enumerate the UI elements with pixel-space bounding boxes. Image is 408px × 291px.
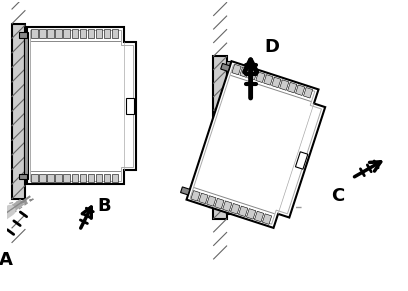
Polygon shape bbox=[88, 29, 94, 38]
Polygon shape bbox=[231, 203, 240, 214]
Text: A: A bbox=[0, 251, 13, 269]
Polygon shape bbox=[64, 29, 70, 38]
Polygon shape bbox=[47, 173, 54, 182]
Polygon shape bbox=[71, 29, 78, 38]
Polygon shape bbox=[126, 98, 133, 113]
Polygon shape bbox=[80, 29, 86, 38]
Text: B: B bbox=[97, 197, 111, 215]
Polygon shape bbox=[295, 85, 305, 95]
Bar bbox=[226, 61, 230, 214]
Polygon shape bbox=[104, 173, 110, 182]
Polygon shape bbox=[262, 214, 272, 224]
Text: C: C bbox=[330, 187, 344, 205]
Polygon shape bbox=[199, 193, 208, 204]
Polygon shape bbox=[112, 29, 118, 38]
Text: D: D bbox=[265, 38, 280, 56]
Polygon shape bbox=[304, 88, 313, 98]
Polygon shape bbox=[272, 77, 281, 88]
Polygon shape bbox=[221, 63, 230, 72]
Polygon shape bbox=[190, 65, 322, 224]
Polygon shape bbox=[255, 211, 264, 222]
Polygon shape bbox=[288, 82, 297, 93]
Polygon shape bbox=[240, 67, 249, 77]
Polygon shape bbox=[30, 30, 133, 181]
Polygon shape bbox=[47, 29, 54, 38]
Polygon shape bbox=[39, 29, 46, 38]
Polygon shape bbox=[88, 173, 94, 182]
Polygon shape bbox=[31, 173, 38, 182]
Polygon shape bbox=[20, 32, 27, 38]
Polygon shape bbox=[39, 173, 46, 182]
Polygon shape bbox=[31, 29, 38, 38]
Polygon shape bbox=[55, 173, 62, 182]
Polygon shape bbox=[215, 198, 224, 209]
Polygon shape bbox=[232, 64, 241, 75]
Polygon shape bbox=[295, 152, 308, 169]
Polygon shape bbox=[71, 173, 78, 182]
Polygon shape bbox=[248, 70, 257, 80]
Polygon shape bbox=[223, 201, 232, 212]
Polygon shape bbox=[186, 61, 325, 228]
Bar bbox=[24, 32, 28, 180]
Polygon shape bbox=[181, 187, 190, 195]
Polygon shape bbox=[27, 27, 135, 184]
Polygon shape bbox=[11, 24, 25, 199]
Polygon shape bbox=[279, 80, 289, 90]
Polygon shape bbox=[239, 206, 248, 217]
Polygon shape bbox=[55, 29, 62, 38]
Polygon shape bbox=[95, 29, 102, 38]
Polygon shape bbox=[213, 56, 227, 219]
Polygon shape bbox=[256, 72, 265, 83]
Polygon shape bbox=[64, 173, 70, 182]
Polygon shape bbox=[207, 196, 216, 206]
Polygon shape bbox=[246, 209, 256, 219]
Polygon shape bbox=[20, 173, 27, 180]
Polygon shape bbox=[95, 173, 102, 182]
Polygon shape bbox=[264, 74, 273, 85]
Polygon shape bbox=[80, 173, 86, 182]
Polygon shape bbox=[112, 173, 118, 182]
Polygon shape bbox=[191, 191, 200, 201]
Polygon shape bbox=[104, 29, 110, 38]
